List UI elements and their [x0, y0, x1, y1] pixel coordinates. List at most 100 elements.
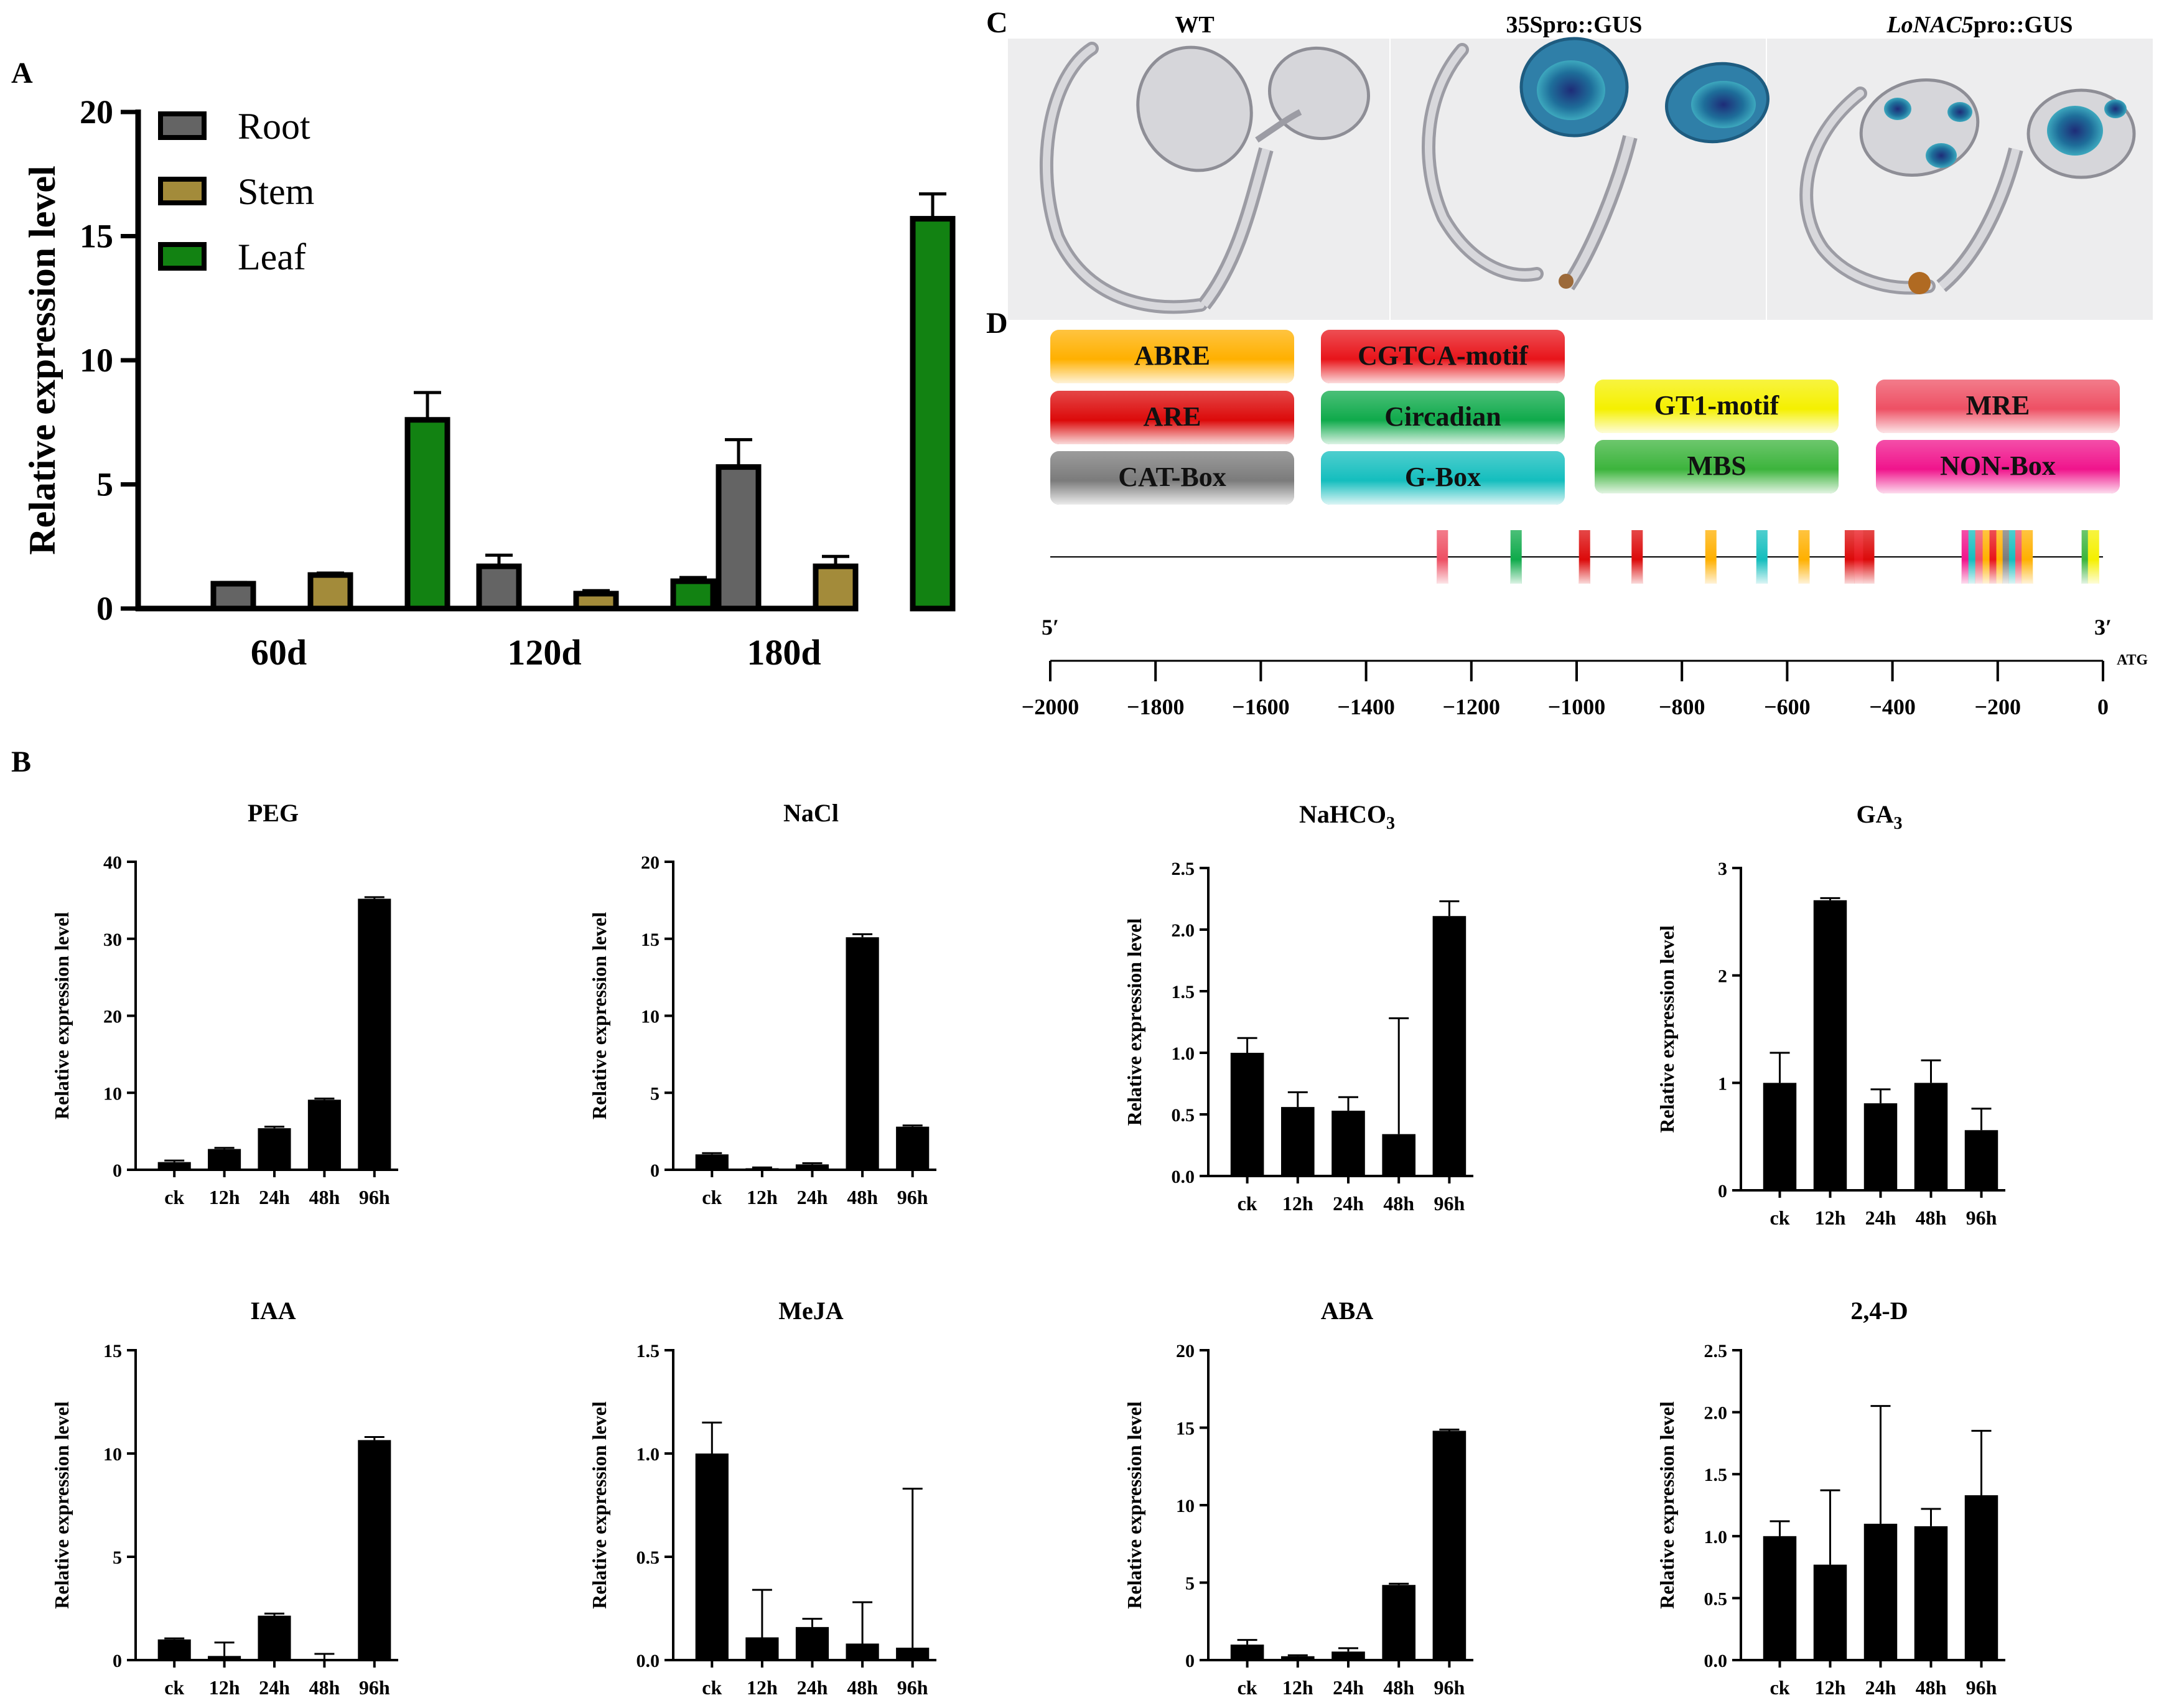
legend-item-non-box: NON-Box — [1876, 440, 2120, 493]
x-tick-label: 96h — [1434, 1192, 1465, 1215]
seedling-35s — [1422, 37, 1770, 291]
x-tick-label: 96h — [1966, 1206, 1997, 1229]
y-tick-label: 0.5 — [1172, 1105, 1195, 1126]
legend-label: G-Box — [1405, 462, 1481, 492]
legend-label: CAT-Box — [1118, 462, 1226, 492]
position-axis: −2000 −1800 −1600 −1400 −1200 −1000 −800 −600 −4… — [1022, 661, 2109, 719]
element-mark-shade — [1631, 530, 1643, 584]
x-tick-label: 48h — [1383, 1192, 1414, 1215]
y-axis-title: Relative expression level — [22, 166, 63, 554]
photo-label-35s: 35Spro::GUS — [1506, 12, 1643, 38]
chart-title-main: NaHCO — [1299, 800, 1386, 828]
legend-block-shade — [1876, 440, 2120, 493]
photo-label-lonac5: LoNAC5pro::GUS — [1886, 12, 2073, 38]
bar — [1432, 916, 1467, 1176]
bar — [358, 1440, 391, 1660]
y-tick-label: 15 — [80, 218, 113, 255]
panel-letter-d: D — [986, 307, 1008, 340]
y-tick-label: 20 — [1176, 1341, 1195, 1361]
photo-label-wt: WT — [1175, 12, 1214, 38]
y-axis-title: Relative expression level — [588, 1401, 610, 1609]
legend-swatch-leaf — [158, 242, 207, 271]
y-tick-label: 2.5 — [1704, 1341, 1728, 1361]
x-tick-label: ck — [1770, 1676, 1790, 1699]
photo-divider — [1389, 39, 1391, 320]
legend-item-cat-box: CAT-Box — [1050, 451, 1294, 505]
legend-swatch-root — [158, 111, 207, 140]
x-tick-label: 96h — [1434, 1676, 1465, 1699]
bar — [896, 1648, 930, 1660]
bar — [695, 1154, 729, 1170]
chart-title: PEG — [248, 799, 299, 827]
position-tick-label: −1400 — [1337, 694, 1395, 719]
chart-title: GA3 — [1857, 800, 1903, 833]
y-axis-title: Relative expression level — [1123, 918, 1145, 1126]
y-tick-label: 0.5 — [1704, 1589, 1728, 1609]
photo-divider — [1766, 39, 1767, 320]
y-tick-label: 40 — [103, 852, 122, 873]
x-tick-label: ck — [702, 1186, 722, 1208]
bar-leaf — [670, 578, 716, 612]
x-tick-label: 24h — [1333, 1676, 1364, 1699]
y-tick-label: 30 — [103, 930, 122, 950]
x-tick-label: 48h — [309, 1676, 340, 1699]
promoter-element-map: ABRE CGTCA-motif ARE Circadian GT1-motif MRE C… — [1022, 330, 2148, 719]
chart-aba: ABA Relative expression level 0 5 10 15 20 ck 12… — [1123, 1297, 1473, 1699]
bar — [258, 1615, 291, 1660]
chart-title-main: IAA — [250, 1297, 296, 1325]
legend-label: GT1-motif — [1654, 390, 1780, 421]
y-tick-label: 5 — [96, 466, 113, 503]
x-tick-label: 48h — [1383, 1676, 1414, 1699]
bar — [1331, 1651, 1365, 1660]
bar — [258, 1128, 291, 1170]
bar-leaf — [404, 417, 450, 612]
panel-letter-b: B — [11, 745, 31, 778]
bar — [1863, 1103, 1898, 1190]
x-tick-label: 12h — [747, 1676, 778, 1699]
bar — [896, 1126, 930, 1170]
element-marks — [1437, 530, 2099, 584]
x-tick-label: 12h — [747, 1186, 778, 1208]
element-mark-shade — [1863, 530, 1875, 584]
element-mark-shade — [2087, 530, 2099, 584]
y-tick-label: 5 — [1185, 1574, 1195, 1594]
bar — [745, 1637, 779, 1660]
x-tick-label: 48h — [847, 1676, 878, 1699]
legend-item-mre: MRE — [1876, 380, 2120, 433]
three-prime-label: 3′ — [2094, 615, 2112, 640]
y-axis-title: Relative expression level — [50, 1401, 73, 1609]
y-tick-label: 5 — [650, 1083, 660, 1104]
chart-title-main: ABA — [1321, 1297, 1374, 1325]
y-tick-label: 1.5 — [1172, 982, 1195, 1002]
bar — [1382, 1585, 1415, 1660]
y-tick-label: 20 — [103, 1007, 122, 1027]
x-tick-label: 12h — [209, 1676, 240, 1699]
position-tick-label: −1600 — [1232, 694, 1290, 719]
legend-label: Stem — [238, 171, 314, 212]
legend-block-shade — [1595, 440, 1839, 493]
x-tick-label: 48h — [1916, 1676, 1947, 1699]
legend-item-mbs: MBS — [1595, 440, 1839, 493]
legend-item-are: ARE — [1050, 391, 1294, 444]
bar — [695, 1454, 729, 1660]
y-tick-label: 2.0 — [1704, 1403, 1728, 1424]
legend-item-circadian: Circadian — [1321, 391, 1565, 444]
y-tick-label: 1.0 — [637, 1444, 660, 1465]
chart-title-subscript: 3 — [1894, 814, 1903, 833]
atg-label: ATG — [2117, 652, 2148, 668]
x-tick-label: 96h — [897, 1676, 928, 1699]
element-mark-shade — [1437, 530, 1448, 584]
y-tick-label: 0.0 — [637, 1651, 660, 1671]
x-tick-label: ck — [1238, 1676, 1257, 1699]
x-tick-label: 96h — [359, 1676, 390, 1699]
y-tick-label: 10 — [103, 1083, 122, 1104]
x-tick-label: 24h — [797, 1186, 828, 1208]
position-tick-label: −1800 — [1127, 694, 1185, 719]
y-tick-label: 20 — [641, 852, 660, 873]
seedling-lonac5 — [1799, 78, 2136, 295]
y-axis-title: Relative expression level — [1656, 925, 1678, 1133]
element-mark-shade — [1844, 530, 1856, 584]
photo-label-lonac5-suffix: pro::GUS — [1974, 12, 2073, 38]
